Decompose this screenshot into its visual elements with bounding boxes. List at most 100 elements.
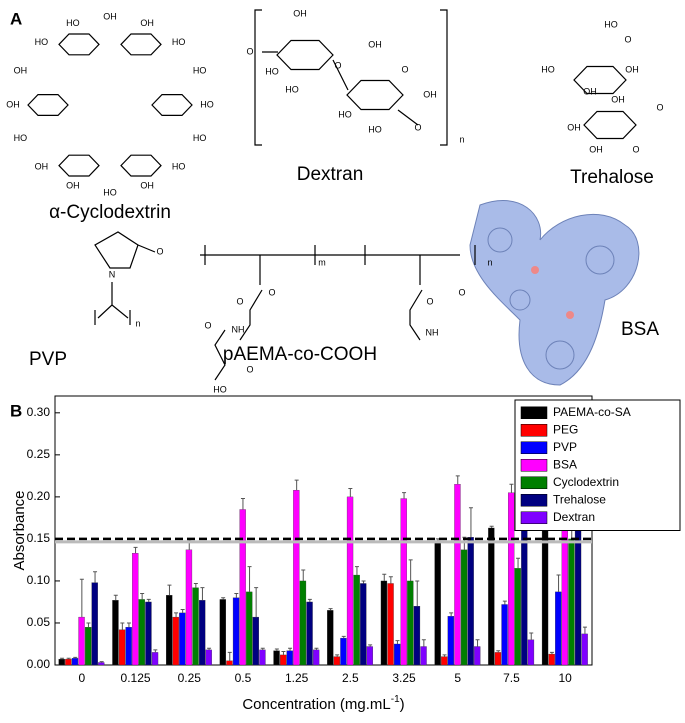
error-bar [133,546,138,554]
bond [27,94,69,116]
error-bar [79,578,84,618]
bond [58,154,100,177]
x-axis-label-part: ) [400,696,405,713]
atom-label: OH [14,66,28,76]
bond [346,79,404,111]
atom-label: O [458,287,465,297]
bar [447,616,455,666]
error-bar [475,639,480,647]
structure-name: Dextran [297,164,364,185]
atom-label: HO [172,162,186,172]
bar [125,627,132,666]
error-bar [193,582,198,588]
structure-name: pAEMA-co-COOH [223,344,377,365]
bar [548,653,555,666]
error-bar [180,609,185,613]
error-bar [509,483,514,493]
bar [312,649,320,666]
atom-label: OH [35,162,49,172]
atom-label: n [459,134,464,144]
atom-label: HO [541,64,555,74]
legend-label: PAEMA-co-SA [553,405,631,419]
legend-label: PEG [553,422,578,436]
bond [573,65,627,95]
atom-label: NH [426,327,439,337]
legend-label: BSA [553,457,577,471]
legend-swatch [520,424,548,437]
bar [360,583,367,666]
error-bar [93,571,98,583]
atom-label: n [487,257,492,267]
error-bar [113,594,118,601]
error-bar [328,608,333,611]
error-bar [73,656,78,659]
x-tick-label: 10 [558,671,572,685]
atom-label: O [204,320,211,330]
bar [441,656,448,666]
error-bar [200,587,205,601]
bar [366,646,373,666]
error-bar [126,622,131,628]
bar [185,549,193,666]
error-bar [455,475,460,485]
bar [65,658,72,666]
bar [286,650,293,666]
bar [239,509,246,666]
bar [387,583,394,666]
atom-label: HO [193,66,207,76]
atom-label: OH [293,8,307,18]
x-tick-label: 0.25 [178,671,202,685]
x-tick-label: 0.125 [121,671,151,685]
error-bar [388,576,393,584]
error-bar [496,650,501,653]
error-bar [307,598,312,602]
bar [58,658,65,666]
x-axis-label-part: -1 [391,694,400,705]
legend-label: Trehalose [553,492,606,506]
y-tick-label: 0.10 [27,573,51,587]
bar [407,580,414,666]
atom-label: HO [200,99,214,109]
bond [94,231,156,325]
atom-label: HO [14,133,28,143]
legend-swatch [520,494,548,507]
error-bar [549,651,554,655]
atom-label: n [135,318,140,328]
legend-swatch [520,441,548,454]
error-bar [449,612,454,617]
error-bar [341,635,346,639]
atom-label: O [414,122,421,132]
error-bar [354,566,359,576]
atom-label: OH [103,11,117,21]
atom-label: OH [66,181,80,191]
atom-label: HO [604,19,618,29]
bar [252,616,259,666]
bar [151,652,159,666]
error-bar [174,612,179,618]
bar [198,600,206,666]
structure-name: BSA [621,319,659,340]
bar [112,600,119,666]
error-bar [260,647,265,650]
legend-swatch [520,459,548,472]
y-axis-label: Absorbance [11,490,28,570]
bond [120,33,162,56]
error-bar [247,566,252,592]
bar [166,595,173,666]
atom-label: OH [567,122,581,132]
bar [132,553,139,666]
atom-label: O [268,287,275,297]
bar [581,633,588,666]
bar [306,601,313,666]
atom-label: HO [285,84,299,94]
bar [84,627,92,666]
error-bar [86,622,91,628]
atom-label: HO [265,66,279,76]
bond [276,39,334,71]
bar [346,496,354,666]
bar [246,591,253,666]
legend-label: PVP [553,440,577,454]
bar [394,643,401,666]
legend-label: Cyclodextrin [553,475,619,489]
bar [299,580,307,666]
